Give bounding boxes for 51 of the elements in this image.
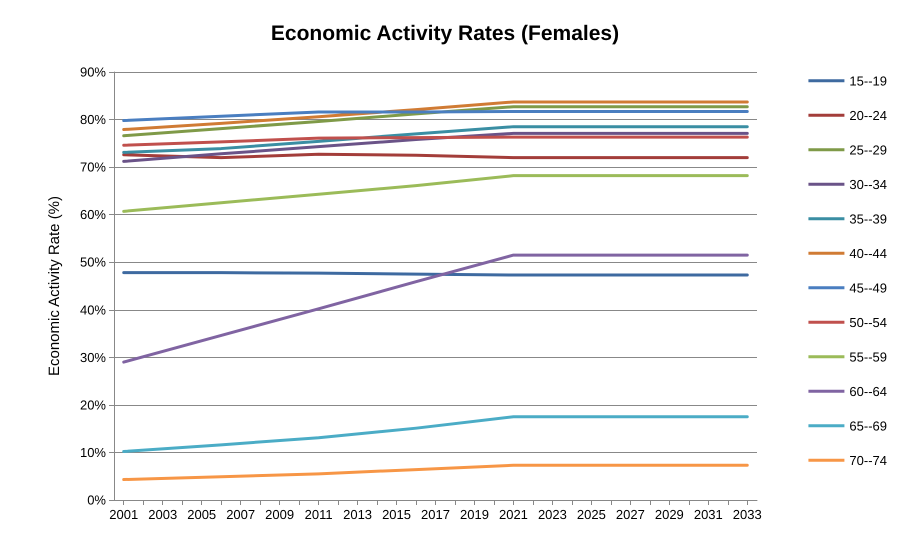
- x-tick-label: 2009: [265, 507, 294, 522]
- y-tick-label: 70%: [80, 160, 106, 175]
- legend-label: 15--19: [849, 73, 887, 88]
- y-tick-label: 50%: [80, 254, 106, 270]
- line-series: [122, 254, 749, 364]
- y-tick-label: 40%: [80, 302, 106, 318]
- x-tick-label: 2019: [460, 507, 489, 522]
- x-tick-label: 2011: [304, 507, 333, 522]
- legend-label: 55--59: [849, 349, 887, 364]
- y-tick-label: 90%: [80, 64, 106, 80]
- legend-label: 20--24: [849, 108, 887, 123]
- legend-label: 35--39: [849, 211, 887, 226]
- legend-label: 30--34: [849, 176, 887, 192]
- x-tick-label: 2001: [109, 507, 138, 522]
- line-series: [122, 105, 749, 138]
- line-series: [122, 136, 749, 147]
- x-tick-label: 2031: [694, 507, 723, 522]
- x-tick-label: 2015: [382, 507, 411, 522]
- x-tick-label: 2005: [187, 507, 216, 522]
- chart-title: Economic Activity Rates (Females): [270, 22, 620, 45]
- legend-label: 60--64: [849, 384, 887, 399]
- x-tick-label: 2007: [226, 507, 256, 522]
- legend-label: 65--69: [849, 418, 887, 434]
- line-series: [122, 174, 749, 213]
- x-tick-label: 2003: [148, 507, 178, 522]
- x-tick-label: 2021: [498, 507, 528, 522]
- line-series: [122, 100, 749, 132]
- line-series: [122, 132, 749, 163]
- x-tick-label: 2033: [732, 507, 762, 522]
- y-tick-label: 30%: [80, 350, 106, 365]
- y-tick-label: 60%: [80, 207, 106, 222]
- legend-label: 45--49: [849, 280, 887, 296]
- y-tick-label: 10%: [80, 444, 106, 460]
- x-tick-label: 2027: [616, 507, 645, 522]
- line-series: [122, 110, 749, 122]
- y-tick-label: 80%: [80, 112, 106, 128]
- x-tick-label: 2017: [421, 507, 450, 522]
- x-tick-label: 2029: [654, 507, 684, 522]
- x-tick-label: 2013: [343, 507, 372, 522]
- y-tick-label: 0%: [87, 492, 106, 508]
- legend-label: 50--54: [849, 314, 887, 330]
- y-axis-title: Economic Activity Rate (%): [46, 196, 63, 376]
- x-tick-label: 2023: [538, 507, 567, 522]
- legend-label: 70--74: [849, 452, 887, 468]
- legend-label: 25--29: [849, 142, 887, 158]
- line-series: [122, 415, 749, 453]
- line-series: [122, 125, 749, 154]
- line-series: [122, 464, 749, 482]
- legend-label: 40--44: [849, 246, 887, 261]
- y-tick-label: 20%: [80, 397, 106, 412]
- x-tick-label: 2025: [576, 507, 606, 522]
